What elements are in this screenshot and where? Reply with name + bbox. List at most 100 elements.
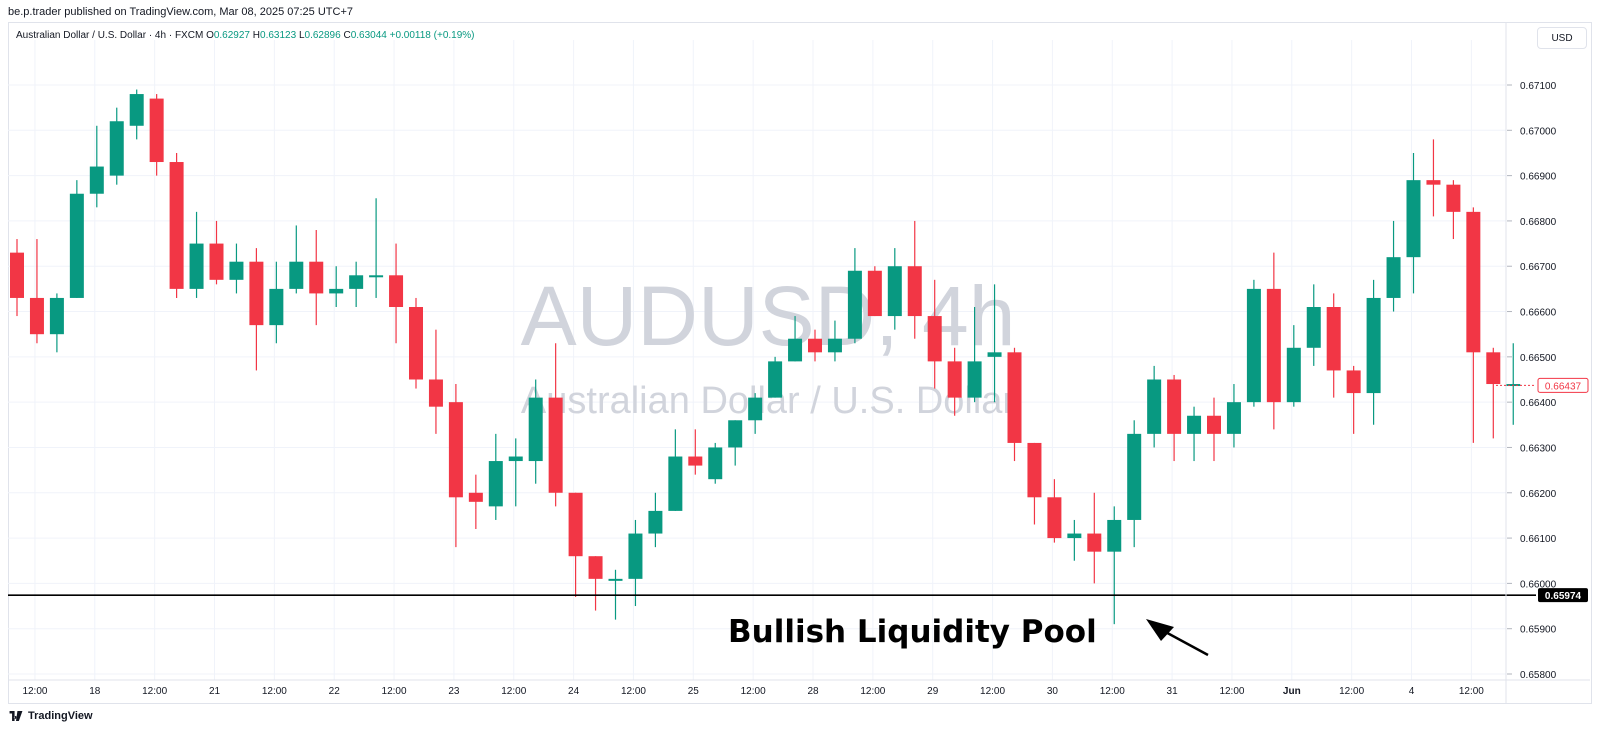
candle[interactable] xyxy=(309,229,324,326)
candle[interactable] xyxy=(1127,420,1142,548)
candle[interactable] xyxy=(1306,284,1321,366)
candle[interactable] xyxy=(588,556,603,611)
candle[interactable] xyxy=(1426,139,1441,217)
candle[interactable] xyxy=(728,420,743,466)
candle[interactable] xyxy=(1087,492,1102,584)
candle[interactable] xyxy=(927,279,942,389)
candle[interactable] xyxy=(887,248,902,330)
candle[interactable] xyxy=(1466,207,1481,443)
candle[interactable] xyxy=(448,384,463,548)
candle[interactable] xyxy=(1366,279,1381,425)
currency-button[interactable]: USD xyxy=(1537,27,1587,49)
candle[interactable] xyxy=(69,180,84,298)
candle[interactable] xyxy=(808,329,822,362)
candle[interactable] xyxy=(488,433,503,520)
grid xyxy=(8,40,1506,680)
x-tick-label: 31 xyxy=(1167,686,1179,697)
candle[interactable] xyxy=(788,316,803,362)
candle[interactable] xyxy=(528,379,543,484)
candle-body xyxy=(748,397,763,421)
candle[interactable] xyxy=(89,125,104,208)
candle[interactable] xyxy=(249,248,264,371)
candle[interactable] xyxy=(428,329,443,434)
candle[interactable] xyxy=(468,474,483,530)
candle[interactable] xyxy=(169,152,184,298)
candle[interactable] xyxy=(49,293,64,353)
candle[interactable] xyxy=(1107,506,1122,625)
candle-body xyxy=(448,402,463,498)
candle[interactable] xyxy=(229,243,244,294)
candle[interactable] xyxy=(748,393,763,434)
x-tick-label: 12:00 xyxy=(621,686,646,697)
candle[interactable] xyxy=(189,211,204,298)
candle[interactable] xyxy=(1047,479,1062,543)
candle[interactable] xyxy=(867,266,882,317)
candle[interactable] xyxy=(1207,397,1221,462)
liquidity-level[interactable]: Bullish Liquidity Pool xyxy=(8,594,1536,657)
y-tick-label: 0.66500 xyxy=(1520,353,1557,364)
time-axis[interactable]: 12:00 18 12:00 21 12:00 22 12:00 23 12:00 24 12:00… xyxy=(8,679,1590,697)
candle[interactable] xyxy=(289,225,304,294)
candle[interactable] xyxy=(269,261,284,344)
candle[interactable] xyxy=(1187,406,1202,462)
candle[interactable] xyxy=(947,347,962,416)
candle[interactable] xyxy=(688,429,703,475)
candle[interactable] xyxy=(1406,152,1421,294)
candle[interactable] xyxy=(1246,279,1261,407)
candle[interactable] xyxy=(10,239,24,317)
candle[interactable] xyxy=(1506,343,1521,425)
candle[interactable] xyxy=(568,492,583,597)
candle[interactable] xyxy=(1147,365,1162,448)
candle[interactable] xyxy=(1286,325,1301,407)
candle[interactable] xyxy=(668,429,683,511)
candle[interactable] xyxy=(369,198,384,298)
candle[interactable] xyxy=(548,343,563,507)
candle-body xyxy=(29,297,44,335)
candle[interactable] xyxy=(409,297,423,389)
candle[interactable] xyxy=(29,239,44,344)
candle[interactable] xyxy=(149,94,164,176)
candle[interactable] xyxy=(1386,220,1401,312)
candle[interactable] xyxy=(1226,384,1241,448)
candle-body xyxy=(867,270,882,317)
candle[interactable] xyxy=(1326,293,1341,398)
candle[interactable] xyxy=(907,220,922,339)
candle[interactable] xyxy=(708,442,723,484)
candle[interactable] xyxy=(1446,180,1461,240)
candle[interactable] xyxy=(1067,519,1082,561)
candle[interactable] xyxy=(209,220,224,285)
candle-body xyxy=(468,492,483,502)
candle[interactable] xyxy=(628,519,643,607)
candle[interactable] xyxy=(329,266,344,308)
symbol-description: Australian Dollar / U.S. Dollar · 4h · F… xyxy=(16,30,204,41)
candle[interactable] xyxy=(1486,347,1501,439)
x-tick-label: 12:00 xyxy=(741,686,766,697)
x-tick-label: 22 xyxy=(329,686,341,697)
price-axis[interactable]: 0.67100 0.67000 0.66900 0.66800 0.66700 0.666… xyxy=(1505,22,1557,704)
candle-body xyxy=(827,338,842,353)
candle[interactable] xyxy=(1027,442,1042,525)
candle[interactable] xyxy=(648,492,663,548)
candle-body xyxy=(369,275,384,278)
candle[interactable] xyxy=(508,438,523,507)
candle[interactable] xyxy=(1346,365,1361,434)
candle[interactable] xyxy=(827,320,842,362)
candle-body xyxy=(289,261,304,289)
candle[interactable] xyxy=(109,107,124,185)
publisher-line: be.p.trader published on TradingView.com… xyxy=(8,6,353,18)
candle[interactable] xyxy=(967,307,982,403)
candle[interactable] xyxy=(987,284,1002,403)
arrow-annotation[interactable] xyxy=(1146,619,1209,657)
candle[interactable] xyxy=(1167,374,1182,462)
candle[interactable] xyxy=(847,248,862,344)
candle[interactable] xyxy=(389,243,404,344)
candle[interactable] xyxy=(1007,347,1022,462)
candle[interactable] xyxy=(768,356,783,398)
candle-body xyxy=(1127,433,1142,520)
candle-body xyxy=(967,361,982,398)
candle[interactable] xyxy=(129,89,144,140)
candle[interactable] xyxy=(349,261,364,308)
candle[interactable] xyxy=(1266,252,1281,430)
candle-body xyxy=(887,266,902,317)
